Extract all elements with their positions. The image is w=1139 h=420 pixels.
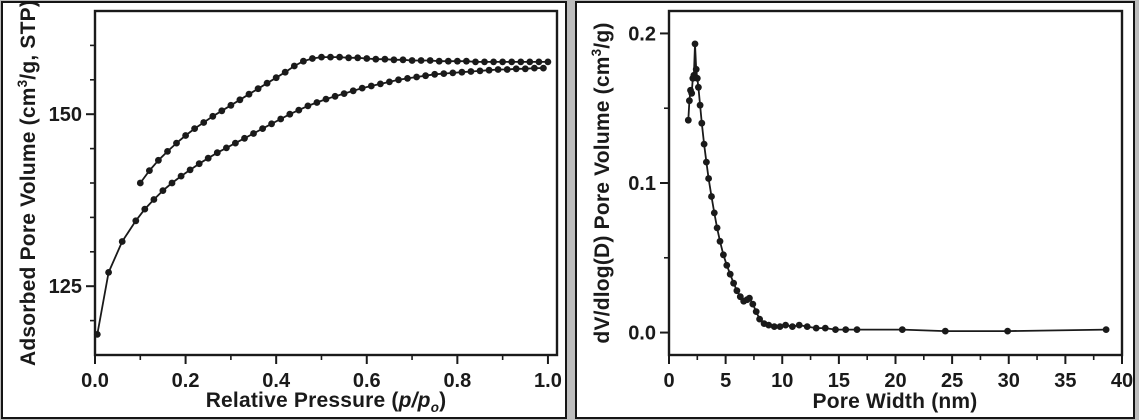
y-tick-label: 150	[49, 104, 82, 126]
series-desorption	[136, 53, 552, 187]
left-y-axis-label-sup: 3	[15, 79, 30, 88]
right-y-axis-label-close: /g)	[591, 22, 614, 49]
left-y-axis-label-close: /g, STP)	[17, 1, 40, 80]
x-tick-label: 1.0	[534, 370, 562, 392]
ticks: 0 5 10 15 20 25 30 35 40 0.0 0.1 0.2	[628, 23, 1133, 392]
y-tick-label: 0.1	[628, 173, 656, 195]
right-x-axis-label-text: Pore Width (nm)	[812, 390, 978, 413]
axes-frame	[667, 9, 1124, 357]
x-tick-label: 5	[720, 370, 731, 392]
adsorption-isotherm-panel: 0.0 0.2 0.4 0.6 0.8 1.0 125 150 Adsorbed Pore V…	[1, 1, 567, 419]
left-y-axis-label-text: Adsorbed Pore Volume (cm	[17, 87, 40, 367]
x-tick-label: 20	[884, 370, 906, 392]
x-tick-label: 0.4	[262, 370, 291, 392]
y-tick-label: 0.2	[628, 23, 656, 45]
pore-size-distribution-chart: 0 5 10 15 20 25 30 35 40 0.0 0.1 0.2	[628, 9, 1133, 392]
x-tick-label: 15	[828, 370, 850, 392]
right-y-axis-label-text: dV/dlog(D) Pore Volume (cm	[591, 56, 614, 344]
x-tick-label: 0.6	[353, 370, 381, 392]
right-y-axis-label-sup: 3	[589, 48, 604, 57]
right-y-axis-label: dV/dlog(D) Pore Volume (cm3/g)	[589, 22, 615, 343]
x-tick-label: 0	[663, 370, 674, 392]
right-x-axis-label: Pore Width (nm)	[813, 390, 978, 414]
y-tick-label: 125	[49, 276, 82, 298]
left-x-axis-label: Relative Pressure (p/po)	[206, 389, 447, 415]
left-x-axis-label-sub: o	[430, 400, 440, 416]
x-tick-label: 0.2	[172, 370, 200, 392]
left-x-axis-label-close: )	[439, 388, 447, 412]
x-tick-label: 40	[1111, 370, 1133, 392]
y-tick-label: 0.0	[628, 323, 656, 345]
x-tick-label: 0.8	[443, 370, 471, 392]
left-x-axis-label-italic: p/p	[398, 388, 431, 412]
left-x-axis-label-text: Relative Pressure (	[205, 388, 399, 412]
ticks: 0.0 0.2 0.4 0.6 0.8 1.0 125 150	[49, 44, 562, 392]
x-tick-label: 35	[1054, 370, 1076, 392]
x-tick-label: 0.0	[81, 370, 109, 392]
adsorption-isotherm-chart: 0.0 0.2 0.4 0.6 0.8 1.0 125 150	[49, 9, 562, 392]
pore-size-distribution-panel: 0 5 10 15 20 25 30 35 40 0.0 0.1 0.2 dV/dlog(D) Por…	[575, 1, 1135, 419]
x-tick-label: 25	[941, 370, 963, 392]
series-pore-size-distribution	[684, 40, 1110, 335]
series-adsorption	[93, 64, 547, 338]
x-tick-label: 10	[771, 370, 793, 392]
left-y-axis-label: Adsorbed Pore Volume (cm3/g, STP)	[15, 1, 41, 367]
x-tick-label: 30	[998, 370, 1020, 392]
